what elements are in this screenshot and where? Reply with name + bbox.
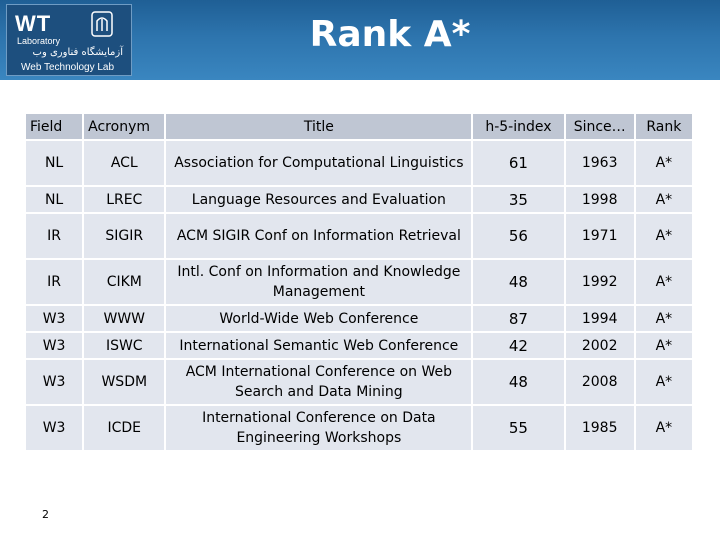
cell-title: Intl. Conf on Information and Knowledge … bbox=[166, 260, 472, 304]
cell-acronym: WSDM bbox=[84, 360, 165, 404]
cell-h5-index: 61 bbox=[473, 141, 564, 185]
cell-rank: A* bbox=[635, 406, 692, 450]
cell-rank: A* bbox=[635, 306, 692, 331]
table-row: IR CIKM Intl. Conf on Information and Kn… bbox=[26, 260, 692, 304]
cell-field: W3 bbox=[26, 306, 83, 331]
cell-acronym: LREC bbox=[84, 187, 165, 212]
table-header-row: Field Acronym Title h-5-index Since… Ran… bbox=[26, 114, 692, 139]
cell-title: International Conference on Data Enginee… bbox=[166, 406, 472, 450]
wt-lab-logo: WT Laboratory آزمایشگاه فناوری وب Web Te… bbox=[6, 4, 132, 76]
cell-since: 2002 bbox=[565, 333, 634, 358]
cell-since: 2008 bbox=[565, 360, 634, 404]
header-h5-index: h-5-index bbox=[473, 114, 564, 139]
cell-acronym: WWW bbox=[84, 306, 165, 331]
cell-rank: A* bbox=[635, 360, 692, 404]
cell-h5-index: 48 bbox=[473, 360, 564, 404]
cell-title: Association for Computational Linguistic… bbox=[166, 141, 472, 185]
cell-acronym: ACL bbox=[84, 141, 165, 185]
table-row: NL LREC Language Resources and Evaluatio… bbox=[26, 187, 692, 212]
cell-field: NL bbox=[26, 187, 83, 212]
cell-h5-index: 48 bbox=[473, 260, 564, 304]
cell-field: W3 bbox=[26, 406, 83, 450]
cell-acronym: ISWC bbox=[84, 333, 165, 358]
cell-rank: A* bbox=[635, 214, 692, 258]
cell-title: ACM International Conference on Web Sear… bbox=[166, 360, 472, 404]
cell-acronym: SIGIR bbox=[84, 214, 165, 258]
cell-field: W3 bbox=[26, 333, 83, 358]
cell-h5-index: 42 bbox=[473, 333, 564, 358]
cell-h5-index: 55 bbox=[473, 406, 564, 450]
cell-title: World-Wide Web Conference bbox=[166, 306, 472, 331]
cell-rank: A* bbox=[635, 333, 692, 358]
cell-acronym: CIKM bbox=[84, 260, 165, 304]
cell-since: 1998 bbox=[565, 187, 634, 212]
cell-rank: A* bbox=[635, 141, 692, 185]
logo-persian-text: آزمایشگاه فناوری وب bbox=[32, 47, 123, 58]
cell-rank: A* bbox=[635, 260, 692, 304]
table-row: W3 ISWC International Semantic Web Confe… bbox=[26, 333, 692, 358]
logo-english-text: Web Technology Lab bbox=[21, 62, 115, 73]
cell-acronym: ICDE bbox=[84, 406, 165, 450]
cell-since: 1985 bbox=[565, 406, 634, 450]
header-field: Field bbox=[26, 114, 83, 139]
table-row: W3 WSDM ACM International Conference on … bbox=[26, 360, 692, 404]
cell-since: 1994 bbox=[565, 306, 634, 331]
cell-since: 1971 bbox=[565, 214, 634, 258]
cell-since: 1963 bbox=[565, 141, 634, 185]
cell-h5-index: 56 bbox=[473, 214, 564, 258]
slide-title: Rank A* bbox=[309, 14, 471, 55]
table-row: IR SIGIR ACM SIGIR Conf on Information R… bbox=[26, 214, 692, 258]
table-row: W3 ICDE International Conference on Data… bbox=[26, 406, 692, 450]
header-rank: Rank bbox=[635, 114, 692, 139]
page-number: 2 bbox=[42, 508, 49, 521]
cell-h5-index: 35 bbox=[473, 187, 564, 212]
cell-field: NL bbox=[26, 141, 83, 185]
cell-title: International Semantic Web Conference bbox=[166, 333, 472, 358]
table-row: W3 WWW World-Wide Web Conference 87 1994… bbox=[26, 306, 692, 331]
cell-title: ACM SIGIR Conf on Information Retrieval bbox=[166, 214, 472, 258]
cell-rank: A* bbox=[635, 187, 692, 212]
logo-laboratory-text: Laboratory bbox=[17, 36, 61, 46]
table-row: NL ACL Association for Computational Lin… bbox=[26, 141, 692, 185]
cell-field: W3 bbox=[26, 360, 83, 404]
cell-title: Language Resources and Evaluation bbox=[166, 187, 472, 212]
slide-header: WT Laboratory آزمایشگاه فناوری وب Web Te… bbox=[0, 0, 720, 80]
cell-h5-index: 87 bbox=[473, 306, 564, 331]
header-title: Title bbox=[166, 114, 472, 139]
cell-since: 1992 bbox=[565, 260, 634, 304]
header-since: Since… bbox=[565, 114, 634, 139]
header-acronym: Acronym bbox=[84, 114, 165, 139]
conference-rank-table: Field Acronym Title h-5-index Since… Ran… bbox=[24, 112, 694, 452]
university-emblem-icon bbox=[91, 11, 113, 37]
cell-field: IR bbox=[26, 214, 83, 258]
logo-wt-text: WT bbox=[15, 11, 52, 36]
cell-field: IR bbox=[26, 260, 83, 304]
